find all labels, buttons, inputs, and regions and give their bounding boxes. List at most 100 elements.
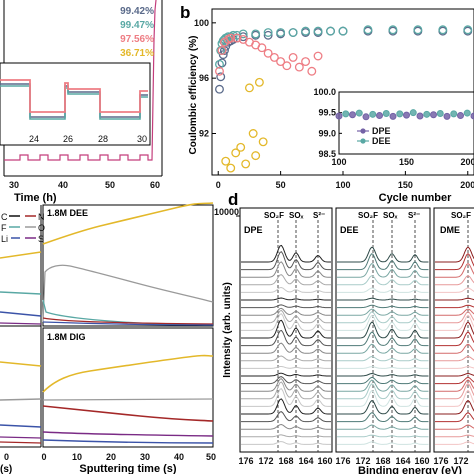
xps-spectrum-line xyxy=(337,441,429,445)
xps-spectrum-line xyxy=(435,297,474,301)
xps-spectrum-line xyxy=(337,383,429,400)
b-x-tick-label: 0 xyxy=(216,180,221,190)
xps-spectrum-line xyxy=(337,321,429,339)
b-point-series-3 xyxy=(226,33,236,43)
bi-point-dpe xyxy=(376,112,383,120)
b-point-series-4 xyxy=(236,142,246,152)
panel-b: b Coulombic efficiency (%) 92 96 100 0 50 10… xyxy=(180,3,474,204)
panel-a-x-tick-2: 40 xyxy=(58,180,68,190)
b-x-tick-label: 100 xyxy=(335,180,350,190)
panel-a-x-tick-4: 60 xyxy=(150,180,160,190)
panel-d-dee-frame xyxy=(335,207,431,453)
xps-spectrum-line xyxy=(241,355,331,362)
xps-spectrum-line xyxy=(435,304,474,309)
dee-peak-sox: SOₓ xyxy=(383,211,398,220)
bi-point-dpe xyxy=(362,113,370,121)
panel-d-y-label: Intensity (arb. units) xyxy=(222,282,233,378)
panel-c-x-label: Sputtering time (s) xyxy=(79,463,177,474)
dee-trace-teal xyxy=(42,299,214,326)
xps-spectrum-line xyxy=(241,398,331,415)
subpanel-dme-label: DME xyxy=(440,225,460,235)
xps-spectrum-line xyxy=(435,287,474,293)
xps-spectrum-line xyxy=(337,287,429,293)
b-point-series-3 xyxy=(294,62,304,72)
bi-x-tick-label: 200 xyxy=(460,157,474,167)
xps-spectrum-line xyxy=(241,313,331,331)
xps-spectrum-line xyxy=(337,424,429,430)
inset-x-tick-1: 24 xyxy=(29,134,39,144)
bi-point-dpe xyxy=(457,112,464,120)
left-top-teal xyxy=(0,291,42,295)
bi-point-dee xyxy=(463,109,471,117)
legend-value-1: 99.42% xyxy=(120,6,154,17)
dpe-x-168: 168 xyxy=(278,456,293,466)
dpe-spectra-stack xyxy=(241,244,331,445)
panel-a-x-ticks: 30 40 50 60 xyxy=(9,180,160,190)
dme-x-176: 176 xyxy=(433,456,448,466)
panel-b-x-label: Cycle number xyxy=(379,192,452,204)
b-point-series-3 xyxy=(276,57,286,67)
b-point-series-2 xyxy=(338,26,348,36)
panel-a-x-tick-3: 50 xyxy=(105,180,115,190)
bi-point-dee xyxy=(423,110,431,118)
xps-spectrum-line xyxy=(435,275,474,286)
b-y-tick-label: 92 xyxy=(199,129,209,139)
bi-point-dpe xyxy=(349,111,356,119)
panel-c: C F Li N O S 0 (s) 1.8M DEE xyxy=(0,202,216,474)
panel-b-inset-y-ticks: 98.5 99.0 99.5 100.0 xyxy=(313,87,342,159)
b-point-series-2 xyxy=(388,25,398,35)
dee-peak-so2f: SO₂F xyxy=(358,211,378,220)
xps-spectrum-line xyxy=(337,315,429,331)
bi-point-dpe xyxy=(403,111,410,119)
bi-point-dee xyxy=(342,110,350,118)
xps-spectrum-line xyxy=(435,314,474,331)
xps-spectrum-line xyxy=(337,376,429,385)
b-point-series-2 xyxy=(238,29,248,39)
b-point-series-3 xyxy=(282,61,292,71)
dpe-peak-sox: SOₓ xyxy=(289,211,304,220)
bi-point-dee xyxy=(355,109,363,117)
xps-spectrum-line xyxy=(241,381,331,400)
left-top-blue xyxy=(0,311,42,317)
dee-spectra-stack xyxy=(337,246,429,445)
b-point-series-2 xyxy=(413,25,423,35)
xps-spectrum-line xyxy=(435,246,474,263)
xps-spectrum-line xyxy=(241,378,331,392)
b-point-series-2 xyxy=(288,28,298,37)
legend-f: F xyxy=(1,223,7,233)
bi-point-dpe xyxy=(335,112,343,120)
xps-spectrum-line xyxy=(337,343,429,354)
bi-point-dee xyxy=(396,110,404,118)
subplot-dig-label: 1.8M DIG xyxy=(47,332,86,342)
dig-trace-purple xyxy=(42,431,214,437)
xps-spectrum-line xyxy=(435,424,474,430)
xps-spectrum-line xyxy=(337,400,429,415)
bi-y-tick-label: 98.5 xyxy=(318,149,336,159)
b-point-series-4 xyxy=(254,77,264,87)
left-bottom-purple xyxy=(0,436,42,439)
b-y-tick-label: 100 xyxy=(194,18,209,28)
bi-point-dee xyxy=(382,109,390,117)
xps-spectrum-line xyxy=(337,366,429,369)
panel-c-x-ticks: 0 10 20 30 40 50 xyxy=(41,452,216,462)
xps-spectrum-line xyxy=(241,366,331,369)
xps-spectrum-line xyxy=(241,297,331,301)
c-x-tick-10: 10 xyxy=(72,452,82,462)
b-point-series-4 xyxy=(258,137,268,147)
panel-d-peak-labels: SO₂F SOₓ S²⁻ SO₂F SOₓ S²⁻ SO₂F xyxy=(264,211,471,220)
dpe-x-176: 176 xyxy=(238,456,253,466)
xps-spectrum-line xyxy=(435,355,474,362)
dpe-peak-s2: S²⁻ xyxy=(313,211,325,220)
legend-c: C xyxy=(1,212,8,222)
panel-b-inset-x-ticks: 100 150 200 xyxy=(331,157,474,167)
inset-trace-pink xyxy=(0,79,148,113)
xps-spectrum-line xyxy=(435,376,474,385)
xps-spectrum-line xyxy=(241,423,331,430)
bi-x-tick-label: 100 xyxy=(331,157,346,167)
b-point-series-3 xyxy=(263,48,273,58)
xps-spectrum-line xyxy=(337,297,429,301)
bi-legend-marker xyxy=(360,128,366,134)
legend-li: Li xyxy=(1,234,8,244)
xps-spectrum-line xyxy=(241,342,331,354)
bi-legend-label: DPE xyxy=(372,126,391,136)
